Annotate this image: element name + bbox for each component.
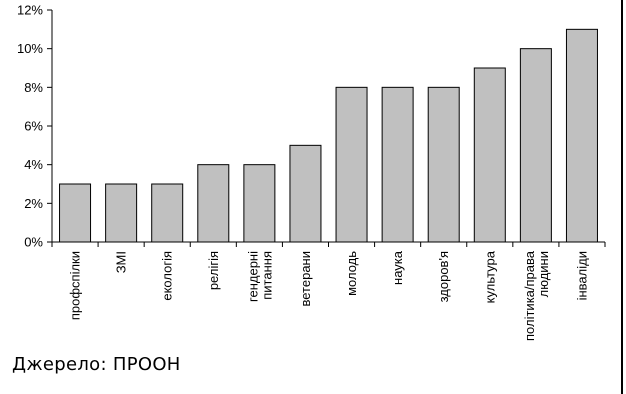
y-tick-label: 6% <box>24 119 43 134</box>
bar <box>105 183 138 243</box>
bar <box>519 48 552 243</box>
x-axis-ticks <box>51 242 606 247</box>
x-tick-label: екологія <box>160 251 175 301</box>
x-tick-label: культура <box>482 250 497 303</box>
y-tick-label: 10% <box>17 41 43 56</box>
x-tick-label: політика/правалюдини <box>522 250 551 341</box>
x-tick-label: наука <box>390 250 405 285</box>
bar <box>381 86 414 243</box>
y-axis-ticks: 0% 2% 4% 6% 8% 10% 12% <box>17 3 52 250</box>
y-tick-label: 4% <box>24 157 43 172</box>
y-tick-label: 2% <box>24 196 43 211</box>
source-note: Джерело: ПРООН <box>12 354 181 375</box>
x-tick-label: гендерніпитання <box>245 251 274 302</box>
bar <box>335 86 368 243</box>
x-tick-label: профспілки <box>68 251 83 320</box>
bar <box>427 86 460 243</box>
x-axis-labels: профспілки ЗМІ екологія релігія гендерніпита… <box>68 250 590 341</box>
bar-series <box>59 28 598 243</box>
x-tick-label: релігія <box>206 251 221 290</box>
bar <box>243 164 276 243</box>
x-tick-label: молодь <box>344 251 359 296</box>
bar <box>289 144 322 243</box>
x-tick-label: інваліди <box>574 251 589 300</box>
x-tick-label: ветерани <box>298 251 313 307</box>
bar <box>59 183 92 243</box>
y-tick-label: 8% <box>24 80 43 95</box>
bar <box>473 67 506 243</box>
y-tick-label: 0% <box>24 235 43 250</box>
page-divider <box>621 0 623 394</box>
x-tick-label: ЗМІ <box>114 251 129 273</box>
y-tick-label: 12% <box>17 3 43 18</box>
bar <box>565 28 598 243</box>
x-tick-label: здоров'я <box>436 251 451 302</box>
bar <box>151 183 184 243</box>
bar <box>197 164 230 243</box>
